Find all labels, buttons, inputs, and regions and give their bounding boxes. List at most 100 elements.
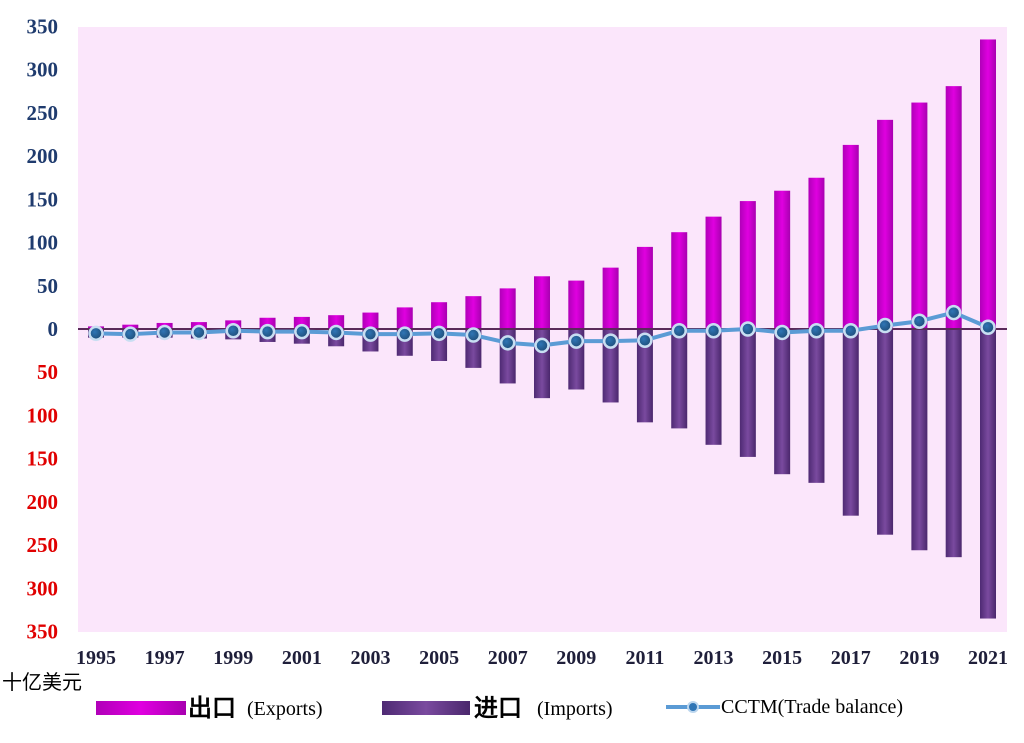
x-tick-label-1995: 1995 bbox=[76, 647, 116, 669]
export-bar-2012 bbox=[671, 232, 688, 329]
trade-balance-point-2005 bbox=[431, 325, 447, 342]
trade-balance-point-2011 bbox=[637, 332, 653, 348]
legend-swatch-balance-dot bbox=[687, 701, 699, 713]
import-bar-2013 bbox=[705, 329, 722, 445]
legend-label-imports-en: (Imports) bbox=[537, 698, 613, 720]
y-tick-label-neg100: 100 bbox=[27, 403, 59, 427]
y-tick-label-neg200: 200 bbox=[27, 490, 59, 514]
x-tick-label-2017: 2017 bbox=[831, 647, 871, 669]
trade-balance-point-2017 bbox=[843, 322, 859, 339]
y-axis-ticks: 350 300 250 200 150 100 50 0 50 100 150 200 250 300 35… bbox=[27, 15, 59, 644]
x-tick-label-2007: 2007 bbox=[488, 647, 528, 669]
y-tick-label-neg150: 150 bbox=[27, 447, 59, 471]
trade-balance-point-2007 bbox=[499, 335, 516, 351]
y-tick-label-300: 300 bbox=[27, 58, 59, 82]
import-bar-2018 bbox=[877, 329, 894, 535]
trade-balance-point-2008 bbox=[534, 337, 550, 354]
export-bar-2013 bbox=[705, 216, 722, 329]
import-bar-2020 bbox=[945, 329, 962, 558]
y-tick-label-neg300: 300 bbox=[27, 576, 59, 600]
trade-balance-point-2004 bbox=[397, 326, 413, 342]
legend-label-exports-en: (Exports) bbox=[247, 698, 323, 720]
export-bar-2014 bbox=[739, 201, 756, 329]
trade-balance-point-2018 bbox=[877, 317, 893, 334]
y-tick-label-350: 350 bbox=[27, 15, 59, 39]
x-tick-label-2011: 2011 bbox=[625, 647, 664, 669]
x-tick-label-2015: 2015 bbox=[762, 647, 802, 669]
export-bar-2007 bbox=[499, 288, 516, 329]
export-bar-2019 bbox=[911, 102, 928, 329]
y-tick-label-150: 150 bbox=[27, 187, 59, 211]
y-tick-label-neg350: 350 bbox=[27, 620, 59, 644]
trade-balance-point-2012 bbox=[671, 322, 687, 339]
trade-balance-point-1995 bbox=[88, 325, 104, 342]
legend: 出口 (Exports) 进口 (Imports) CCTM(Trade bal… bbox=[96, 694, 903, 722]
exports-bars bbox=[88, 39, 996, 329]
export-bar-2020 bbox=[945, 86, 962, 329]
export-bar-2015 bbox=[774, 190, 791, 329]
import-bar-2021 bbox=[980, 329, 996, 619]
x-tick-label-2003: 2003 bbox=[350, 647, 390, 669]
export-bar-2009 bbox=[568, 280, 585, 329]
import-bar-2019 bbox=[911, 329, 928, 551]
trade-balance-point-2021 bbox=[980, 319, 996, 336]
export-bar-2005 bbox=[431, 302, 448, 329]
export-bar-2018 bbox=[877, 119, 894, 329]
y-tick-label-0: 0 bbox=[48, 317, 59, 341]
import-bar-2017 bbox=[842, 329, 859, 516]
y-tick-label-250: 250 bbox=[27, 101, 59, 125]
import-bar-2016 bbox=[808, 329, 825, 483]
export-bar-2008 bbox=[534, 276, 550, 329]
export-bar-2016 bbox=[808, 177, 825, 329]
x-tick-label-2005: 2005 bbox=[419, 647, 459, 669]
trade-balance-point-2001 bbox=[294, 323, 310, 340]
y-tick-label-100: 100 bbox=[27, 231, 59, 255]
legend-swatch-imports bbox=[382, 701, 470, 715]
y-tick-label-neg250: 250 bbox=[27, 533, 59, 557]
x-tick-label-2021: 2021 bbox=[968, 647, 1008, 669]
x-tick-label-2009: 2009 bbox=[556, 647, 596, 669]
export-bar-2017 bbox=[842, 144, 859, 329]
import-bar-2015 bbox=[774, 329, 791, 475]
trade-balance-point-2019 bbox=[911, 313, 928, 329]
import-bar-2011 bbox=[636, 329, 653, 423]
trade-balance-point-1999 bbox=[225, 322, 241, 339]
x-tick-label-2019: 2019 bbox=[899, 647, 939, 669]
y-tick-label-200: 200 bbox=[27, 144, 59, 168]
trade-balance-point-1998 bbox=[191, 324, 207, 341]
export-bar-2021 bbox=[980, 39, 996, 329]
export-bar-2006 bbox=[465, 296, 482, 329]
trade-balance-point-2020 bbox=[945, 304, 962, 321]
trade-balance-point-2000 bbox=[259, 323, 276, 340]
export-bar-2000 bbox=[259, 317, 276, 329]
trade-balance-point-2009 bbox=[568, 333, 585, 349]
y-tick-label-50: 50 bbox=[37, 274, 58, 298]
legend-label-exports-cn: 出口 bbox=[188, 694, 236, 722]
trade-balance-point-2013 bbox=[705, 322, 722, 339]
trade-balance-point-2002 bbox=[328, 324, 344, 341]
trade-balance-point-1996 bbox=[122, 326, 139, 342]
x-tick-label-1997: 1997 bbox=[145, 647, 185, 669]
legend-swatch-exports bbox=[96, 701, 186, 715]
trade-balance-point-2015 bbox=[774, 324, 790, 341]
x-axis-ticks: 1995 1997 1999 2001 2003 2005 2007 2009 2011 2013… bbox=[76, 647, 1008, 669]
trade-balance-point-2016 bbox=[808, 322, 825, 339]
export-bar-2003 bbox=[362, 312, 379, 329]
x-tick-label-2001: 2001 bbox=[282, 647, 322, 669]
trade-balance-point-2006 bbox=[465, 327, 482, 343]
x-tick-label-2013: 2013 bbox=[694, 647, 734, 669]
trade-balance-point-2003 bbox=[362, 326, 379, 342]
trade-balance-point-2014 bbox=[740, 321, 756, 337]
trade-balance-point-1997 bbox=[156, 324, 173, 341]
import-bar-2012 bbox=[671, 329, 688, 429]
x-tick-label-1999: 1999 bbox=[213, 647, 253, 669]
legend-label-imports-cn: 进口 bbox=[474, 694, 522, 722]
export-bar-2010 bbox=[602, 267, 619, 329]
export-bar-2011 bbox=[636, 246, 653, 329]
trade-balance-point-2010 bbox=[602, 333, 619, 349]
imports-bars bbox=[88, 329, 996, 619]
export-bar-2002 bbox=[328, 315, 345, 329]
trade-balance-series bbox=[88, 304, 996, 354]
y-tick-label-neg50: 50 bbox=[37, 360, 58, 384]
